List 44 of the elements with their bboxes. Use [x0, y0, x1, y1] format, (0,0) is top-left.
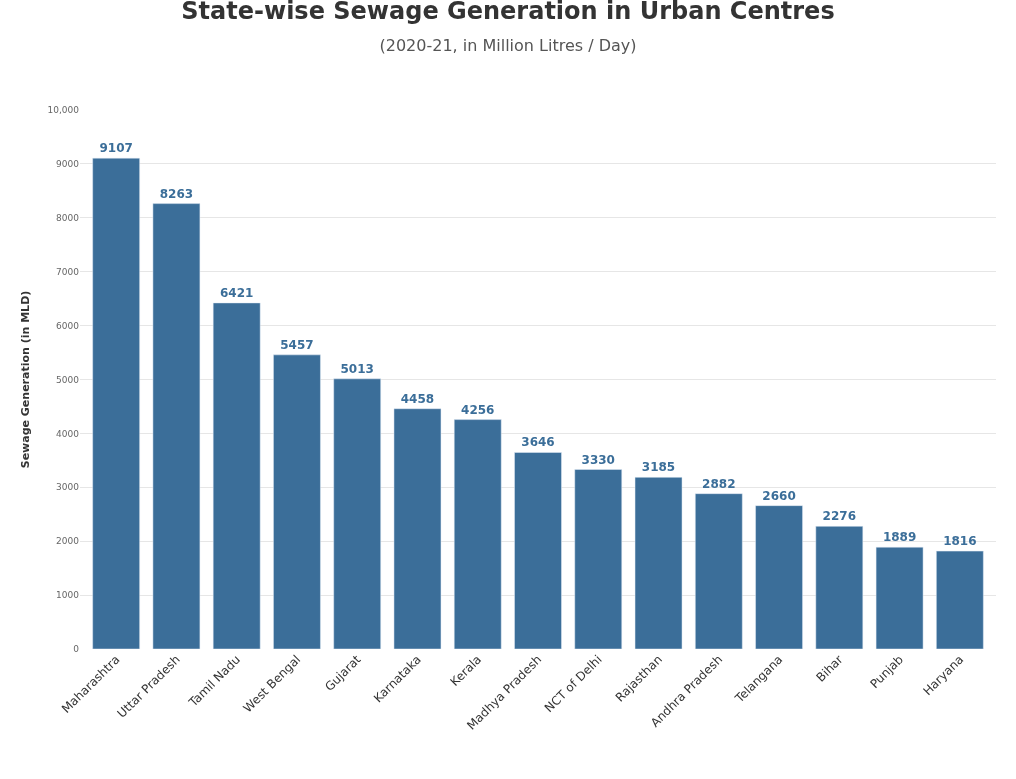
y-tick-label: 2000	[56, 536, 80, 547]
y-axis-title: Sewage Generation (in MLD)	[19, 290, 33, 469]
bar	[273, 354, 321, 649]
data-label: 6421	[219, 285, 254, 300]
data-label: 2882	[702, 476, 736, 491]
y-tick-label: 1000	[56, 590, 80, 601]
bar	[634, 477, 683, 649]
bar	[936, 550, 984, 649]
bar	[755, 505, 803, 649]
y-tick-label: 4000	[56, 428, 80, 439]
bar	[92, 157, 140, 649]
y-tick-label: 0	[73, 644, 80, 655]
data-label: 1889	[882, 530, 917, 545]
data-label: 2660	[762, 488, 796, 503]
bar	[393, 408, 442, 649]
bar	[815, 526, 864, 649]
y-tick-label: 5000	[56, 374, 80, 385]
y-tick-label: 10,000	[47, 105, 80, 116]
chart-title: State-wise Sewage Generation in Urban Centres	[181, 0, 835, 26]
y-tick-label: 3000	[56, 482, 80, 493]
chart-subtitle: (2020-21, in Million Litres / Day)	[379, 35, 637, 55]
data-label: 3185	[641, 460, 676, 475]
y-tick-label: 9000	[56, 159, 80, 170]
data-label: 3646	[521, 435, 555, 450]
data-label: 2276	[822, 509, 857, 524]
bar	[453, 419, 502, 649]
bar	[152, 203, 201, 649]
data-label: 1816	[943, 534, 977, 549]
bar	[212, 302, 261, 649]
data-label: 4256	[461, 402, 495, 417]
data-label: 3330	[581, 452, 615, 467]
bar	[514, 452, 562, 649]
bar	[333, 378, 381, 649]
data-label: 9107	[99, 141, 133, 156]
bar	[695, 493, 743, 649]
data-label: 4458	[400, 391, 435, 406]
data-label: 5457	[280, 337, 314, 352]
y-tick-label: 6000	[56, 320, 80, 331]
bar	[574, 469, 623, 649]
y-tick-label: 8000	[56, 212, 80, 223]
data-label: 5013	[340, 361, 374, 376]
data-label: 8263	[159, 186, 194, 201]
y-tick-label: 7000	[56, 266, 80, 277]
bar	[875, 546, 924, 649]
